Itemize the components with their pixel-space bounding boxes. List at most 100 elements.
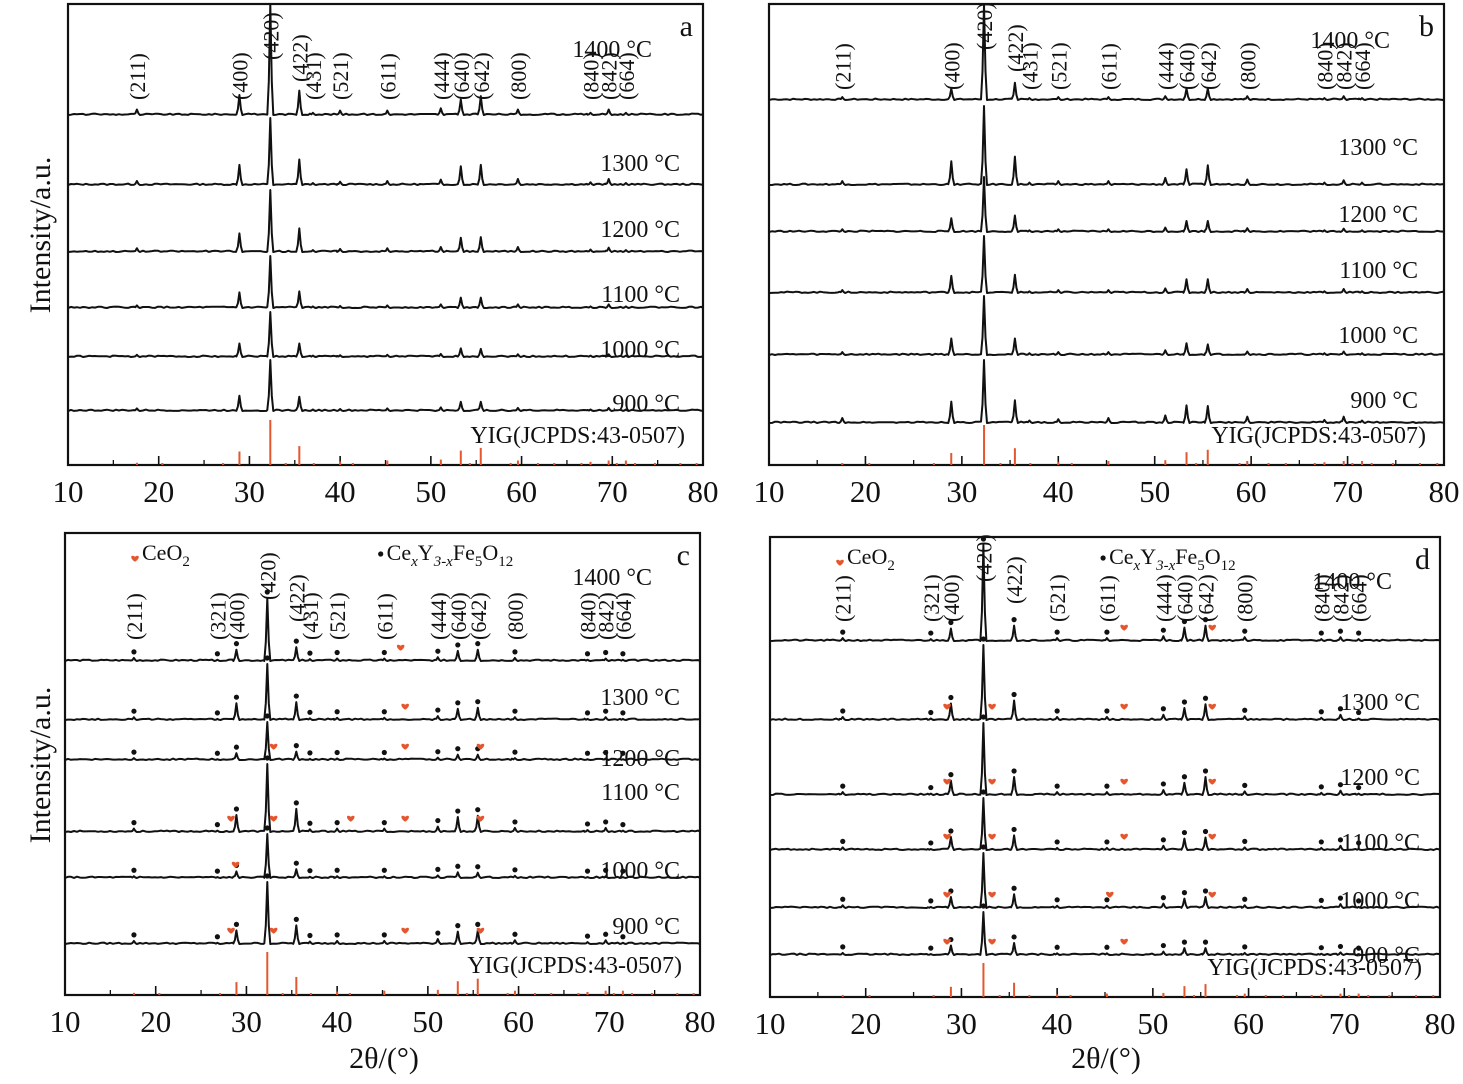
garnet-marker <box>928 945 934 951</box>
x-tick-label: 80 <box>688 474 719 509</box>
garnet-legend-icon <box>378 551 384 557</box>
garnet-marker <box>1337 706 1344 712</box>
garnet-marker <box>512 867 518 873</box>
ceo2-marker <box>1208 624 1217 631</box>
hkl-label: (422) <box>1003 24 1028 72</box>
hkl-label: (840) <box>1312 42 1337 90</box>
x-tick-label: 30 <box>946 1006 977 1041</box>
garnet-marker <box>1242 838 1248 845</box>
x-tick-label: 50 <box>415 474 446 509</box>
x-tick-label: 50 <box>1137 1006 1168 1041</box>
garnet-marker <box>334 867 340 873</box>
x-tick-label: 50 <box>412 1004 443 1039</box>
garnet-marker <box>1356 630 1362 636</box>
x-tick-label: 30 <box>231 1004 262 1039</box>
x-tick-label: 30 <box>234 474 265 509</box>
ceo2-legend-icon <box>836 559 844 566</box>
ceo2-marker <box>231 861 240 868</box>
garnet-marker <box>840 896 846 902</box>
ceo2-marker <box>943 833 951 840</box>
hkl-label: (521) <box>1045 574 1070 622</box>
garnet-marker <box>1337 943 1344 950</box>
ceo2-marker <box>988 703 996 710</box>
garnet-marker <box>584 868 591 874</box>
panel-letter: c <box>677 539 690 572</box>
temperature-label: 1400 °C <box>1312 569 1392 595</box>
x-tick-label: 60 <box>506 474 537 509</box>
garnet-marker <box>1104 783 1110 789</box>
hkl-label: (664) <box>614 52 639 100</box>
hkl-label: (420) <box>972 2 997 50</box>
garnet-marker <box>948 619 954 626</box>
garnet-marker <box>1054 708 1060 714</box>
ceo2-marker <box>1208 891 1217 898</box>
hkl-label: (800) <box>506 52 531 100</box>
garnet-marker <box>948 772 954 778</box>
hkl-label: (211) <box>122 593 147 640</box>
garnet-marker <box>1242 782 1248 789</box>
garnet-marker <box>980 903 987 909</box>
garnet-marker <box>1011 768 1017 774</box>
hkl-label: (642) <box>469 52 494 100</box>
hkl-label: (611) <box>375 53 400 100</box>
garnet-marker <box>435 866 441 872</box>
garnet-marker <box>840 783 846 789</box>
x-tick-label: 20 <box>140 1004 171 1039</box>
garnet-marker <box>980 714 987 720</box>
xrd-trace-1400 <box>64 597 701 662</box>
garnet-marker <box>307 820 313 826</box>
garnet-marker <box>233 921 240 927</box>
ceo2-marker <box>401 927 409 934</box>
hkl-label: (211) <box>831 575 856 622</box>
garnet-marker <box>1202 888 1209 894</box>
ceo2-marker <box>401 743 409 750</box>
garnet-marker <box>840 629 846 635</box>
garnet-marker <box>1181 890 1188 896</box>
hkl-label: (444) <box>1153 42 1178 90</box>
reference-label: YIG(JCPDS:43-0507) <box>467 953 682 979</box>
temperature-label: 1200 °C <box>1338 202 1418 228</box>
garnet-marker <box>1356 898 1362 904</box>
ceo2-marker <box>1208 833 1217 840</box>
garnet-marker <box>1160 627 1166 633</box>
garnet-marker <box>1242 896 1248 902</box>
temperature-label: 1400 °C <box>572 565 652 591</box>
garnet-marker <box>948 694 954 701</box>
hkl-label: (444) <box>429 52 454 100</box>
hkl-label: (642) <box>1194 574 1219 622</box>
garnet-marker <box>1011 934 1017 940</box>
ceo2-marker <box>988 778 996 785</box>
panel-letter: a <box>680 10 693 43</box>
garnet-marker <box>214 934 220 940</box>
x-tick-label: 60 <box>1236 474 1267 509</box>
xrd-trace-1200 <box>768 176 1445 233</box>
ceo2-marker <box>1120 778 1128 785</box>
hkl-label: (800) <box>1235 42 1260 90</box>
garnet-marker <box>293 638 299 644</box>
garnet-marker <box>214 710 220 716</box>
garnet-marker <box>1054 897 1060 903</box>
garnet-marker <box>584 651 591 657</box>
ceo2-legend-label: CeO2 <box>142 540 190 570</box>
garnet-marker <box>381 867 387 873</box>
garnet-marker <box>435 707 441 713</box>
garnet-marker <box>455 808 461 814</box>
hkl-label: (842) <box>594 592 619 640</box>
x-tick-label: 60 <box>1233 1006 1264 1041</box>
hkl-label: (400) <box>227 52 252 100</box>
garnet-marker <box>214 822 220 828</box>
hkl-label: (640) <box>1175 42 1200 90</box>
hkl-label: (431) <box>301 52 326 100</box>
temperature-label: 1100 °C <box>1339 258 1418 284</box>
hkl-label: (642) <box>1196 42 1221 90</box>
garnet-marker <box>264 589 270 595</box>
garnet-marker <box>455 642 461 648</box>
garnet-marker <box>293 693 299 699</box>
garnet-marker <box>1054 839 1060 845</box>
garnet-marker <box>928 898 934 904</box>
garnet-marker <box>1337 782 1344 788</box>
garnet-marker <box>584 933 591 939</box>
hkl-label: (840) <box>1309 574 1334 622</box>
hkl-label: (321) <box>205 592 230 640</box>
